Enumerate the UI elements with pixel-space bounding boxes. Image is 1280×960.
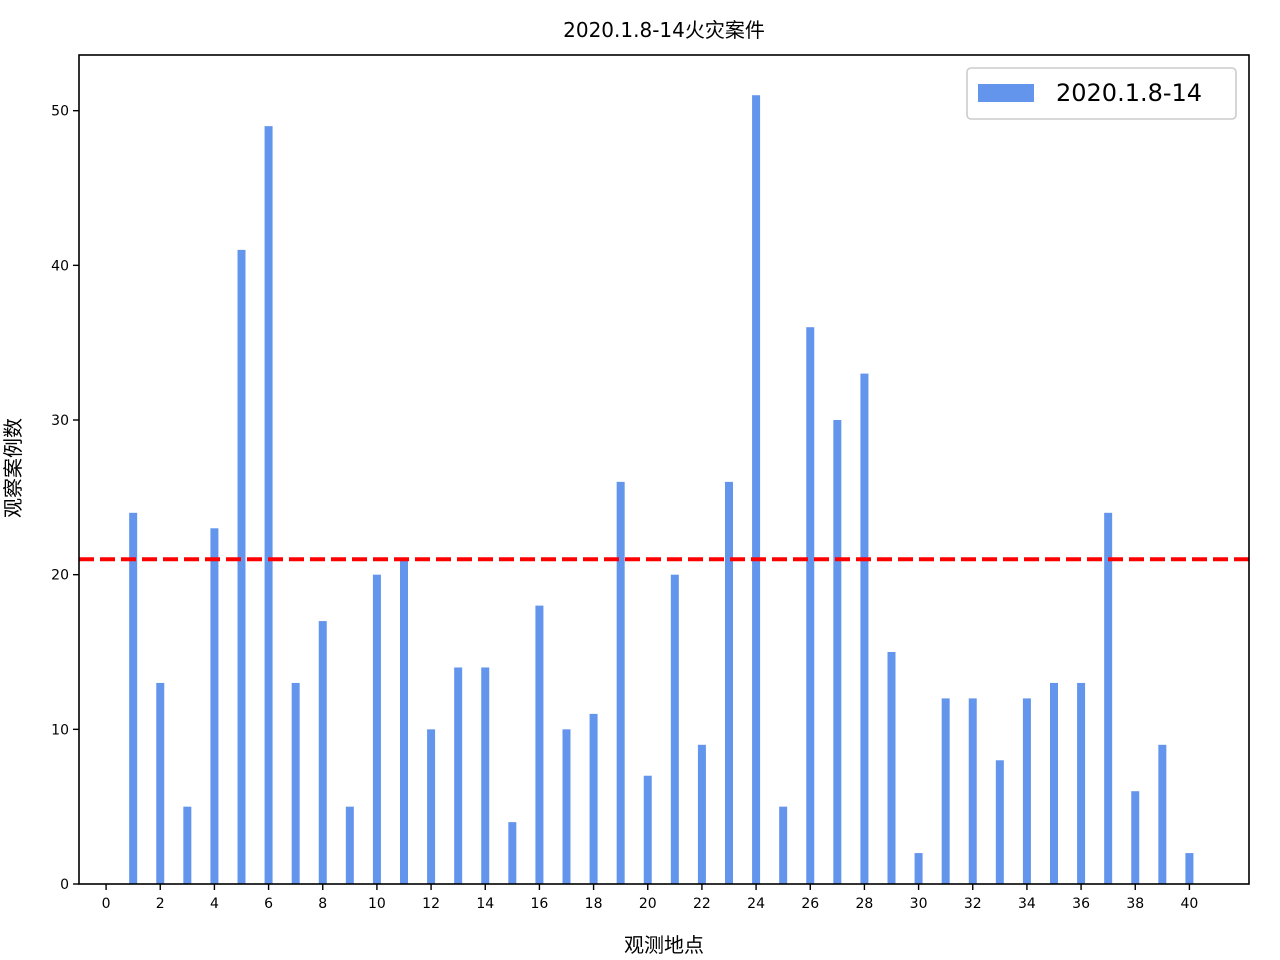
legend-box	[966, 67, 1237, 120]
bar	[129, 512, 138, 884]
bar	[1077, 682, 1086, 884]
plot-area: 0 2 4 6 8 10 12 14 16 18 20 22 24 26 28 30 32 34 36 38 40 01…	[51, 54, 1250, 912]
bar	[725, 481, 733, 884]
x-tick-label: 40	[1181, 896, 1199, 912]
bar	[670, 574, 679, 884]
bar	[345, 806, 354, 884]
y-axis-ticks: 0 10 20 30 40 50	[51, 104, 79, 893]
bar	[1158, 744, 1167, 884]
bar	[779, 806, 788, 884]
x-tick-label: 8	[318, 896, 327, 912]
bar	[264, 126, 273, 885]
bar	[562, 729, 571, 884]
bar	[535, 605, 544, 884]
bar	[291, 682, 300, 884]
bar	[1022, 698, 1031, 884]
x-tick-label: 0	[102, 896, 111, 912]
x-tick-label: 26	[801, 896, 819, 912]
x-tick-label: 14	[476, 896, 494, 912]
y-tick-label: 50	[51, 104, 69, 120]
bar	[1050, 682, 1058, 884]
bar	[752, 95, 761, 884]
bar	[454, 667, 463, 884]
bar	[156, 682, 165, 884]
bar	[318, 621, 327, 884]
bar	[616, 481, 625, 884]
legend: 2020.1.8-14	[966, 67, 1237, 120]
bar	[1104, 512, 1113, 884]
bar	[1185, 853, 1194, 884]
x-tick-label: 36	[1072, 896, 1090, 912]
x-tick-label: 10	[368, 896, 386, 912]
x-tick-label: 16	[531, 896, 549, 912]
x-tick-label: 4	[210, 896, 219, 912]
x-tick-label: 38	[1126, 896, 1144, 912]
x-tick-label: 20	[639, 896, 657, 912]
bars	[129, 95, 1194, 885]
axes-frame	[78, 54, 1250, 885]
x-tick-label: 34	[1018, 896, 1036, 912]
x-tick-label: 2	[156, 896, 165, 912]
bar	[589, 713, 598, 884]
bar	[643, 775, 652, 884]
bar	[697, 744, 706, 884]
legend-swatch	[978, 84, 1034, 102]
bar	[914, 853, 923, 884]
bar	[860, 373, 869, 884]
bar	[237, 249, 246, 885]
x-tick-label: 12	[422, 896, 440, 912]
x-tick-label: 22	[693, 896, 711, 912]
x-tick-label: 18	[585, 896, 603, 912]
y-tick-label: 0	[60, 877, 69, 893]
x-tick-label: 6	[264, 896, 273, 912]
x-tick-label: 32	[964, 896, 982, 912]
legend-label: 2020.1.8-14	[1056, 79, 1202, 107]
bar	[427, 729, 436, 884]
x-tick-label: 30	[910, 896, 928, 912]
bar	[806, 327, 815, 884]
x-tick-label: 28	[856, 896, 874, 912]
x-tick-label: 24	[747, 896, 765, 912]
y-tick-label: 10	[51, 722, 69, 738]
bar	[210, 528, 219, 884]
bar	[995, 760, 1004, 884]
bar	[400, 559, 408, 884]
bar	[833, 420, 842, 884]
bar	[183, 806, 192, 884]
bar	[968, 698, 977, 884]
x-axis-label: 观测地点	[624, 933, 704, 957]
y-tick-label: 30	[51, 413, 69, 429]
bar	[887, 652, 896, 884]
bar	[372, 574, 381, 884]
x-axis-ticks: 0 2 4 6 8 10 12 14 16 18 20 22 24 26 28 30 32 34 36 38 40	[102, 884, 1199, 912]
bar	[941, 698, 950, 884]
y-tick-label: 20	[51, 568, 69, 584]
y-tick-label: 40	[51, 258, 69, 274]
bar	[508, 822, 517, 884]
y-axis-label: 观察案例数	[1, 418, 25, 518]
bar	[1131, 791, 1140, 884]
chart-title: 2020.1.8-14火灾案件	[563, 18, 765, 42]
bar	[481, 667, 490, 884]
